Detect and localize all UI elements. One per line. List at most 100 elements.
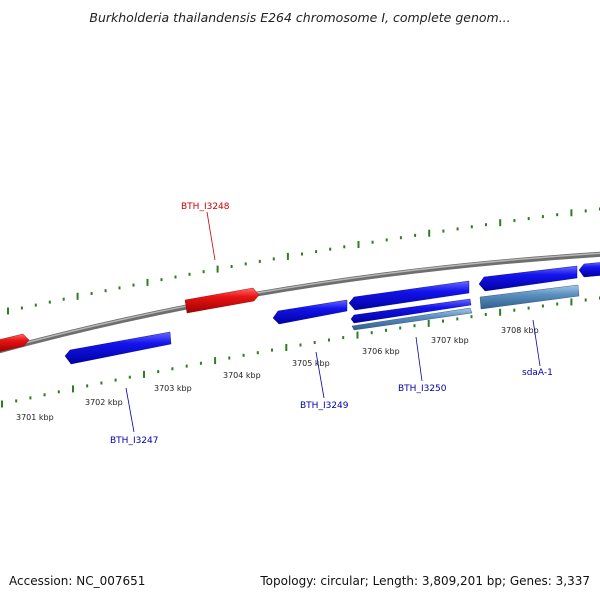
lower-minor-tick bbox=[57, 390, 60, 394]
lower-minor-tick bbox=[114, 378, 117, 382]
upper-minor-tick bbox=[48, 300, 51, 304]
upper-major-tick bbox=[216, 265, 219, 273]
lower-minor-tick bbox=[29, 396, 32, 400]
gene-label-bth-i3247[interactable]: BTH_I3247 bbox=[110, 436, 159, 446]
upper-minor-tick bbox=[584, 209, 587, 213]
gene-label-sdaa-1[interactable]: sdaA-1 bbox=[522, 368, 553, 378]
lower-minor-tick bbox=[100, 381, 103, 385]
upper-minor-tick bbox=[118, 286, 121, 290]
lower-minor-tick bbox=[385, 328, 387, 332]
upper-minor-tick bbox=[414, 233, 417, 237]
lower-minor-tick bbox=[541, 304, 544, 308]
gene-arrow-bth-i3248[interactable] bbox=[184, 287, 260, 314]
upper-minor-tick bbox=[385, 238, 388, 242]
lower-minor-tick bbox=[399, 326, 402, 330]
leader-bth-i3247 bbox=[125, 387, 135, 433]
upper-minor-tick bbox=[485, 223, 487, 227]
gene-label-bth-i3249[interactable]: BTH_I3249 bbox=[300, 401, 349, 411]
lower-minor-tick bbox=[470, 315, 473, 319]
reverse-genes bbox=[64, 262, 600, 365]
upper-minor-tick bbox=[470, 225, 473, 229]
gene-arrow-bth-i3247[interactable] bbox=[64, 331, 172, 365]
gene-label-bth-i3250[interactable]: BTH_I3250 bbox=[398, 384, 447, 394]
lower-minor-tick bbox=[15, 399, 18, 403]
upper-major-tick bbox=[499, 219, 502, 227]
upper-minor-tick bbox=[34, 303, 37, 307]
backbone-track bbox=[0, 251, 600, 354]
gene-arrow-pseudo-3706[interactable] bbox=[351, 307, 473, 331]
gene-arrow-sdaa-1[interactable] bbox=[479, 284, 580, 310]
upper-minor-tick bbox=[202, 270, 205, 274]
gene-labels: BTH_I3248 BTH_I3247 BTH_I3249 BTH_I3250 … bbox=[110, 202, 553, 446]
tick-label-3703: 3703 kbp bbox=[154, 384, 192, 393]
gene-arrow-forward-partial[interactable] bbox=[0, 333, 30, 352]
upper-minor-tick bbox=[230, 265, 233, 268]
scale-labels: 3701 kbp 3702 kbp 3703 kbp 3704 kbp 3705… bbox=[16, 326, 539, 422]
upper-minor-tick bbox=[541, 215, 544, 219]
forward-genes bbox=[0, 287, 260, 352]
lower-tick-track bbox=[1, 296, 600, 408]
map-title: Burkholderia thailandensis E264 chromoso… bbox=[89, 10, 511, 25]
lower-minor-tick bbox=[86, 384, 89, 388]
tick-label-3706: 3706 kbp bbox=[362, 347, 400, 356]
label-leaders bbox=[125, 211, 541, 433]
upper-minor-tick bbox=[456, 227, 459, 231]
upper-major-tick bbox=[428, 229, 431, 237]
upper-minor-tick bbox=[258, 259, 261, 263]
gene-arrow-upper-3706[interactable] bbox=[348, 280, 470, 311]
upper-minor-tick bbox=[399, 236, 402, 240]
lower-minor-tick bbox=[299, 343, 302, 347]
leader-bth-i3250 bbox=[415, 336, 423, 382]
upper-minor-tick bbox=[315, 250, 318, 254]
upper-minor-tick bbox=[132, 283, 135, 287]
upper-minor-tick bbox=[371, 240, 374, 244]
upper-minor-tick bbox=[244, 262, 247, 266]
upper-major-tick bbox=[357, 241, 360, 248]
upper-major-tick bbox=[286, 252, 289, 260]
upper-major-tick bbox=[76, 292, 79, 300]
genome-summary-text: Topology: circular; Length: 3,809,201 bp… bbox=[260, 574, 590, 588]
lower-minor-tick bbox=[370, 331, 373, 335]
upper-minor-tick bbox=[556, 213, 559, 217]
accession-text: Accession: NC_007651 bbox=[9, 574, 146, 588]
lower-major-tick bbox=[72, 385, 74, 393]
upper-minor-tick bbox=[343, 245, 346, 249]
gene-label-bth-i3248[interactable]: BTH_I3248 bbox=[181, 202, 230, 212]
upper-minor-tick bbox=[442, 229, 445, 233]
upper-minor-tick bbox=[527, 217, 530, 221]
gene-arrow-bth-i3250[interactable] bbox=[350, 298, 472, 324]
upper-tick-track bbox=[7, 207, 600, 315]
gene-arrow-upper-3708[interactable] bbox=[478, 265, 578, 292]
lower-minor-tick bbox=[43, 393, 46, 397]
lower-major-tick bbox=[214, 357, 217, 365]
lower-minor-tick bbox=[556, 302, 559, 306]
lower-minor-tick bbox=[157, 370, 160, 374]
leader-sdaa-1 bbox=[532, 319, 541, 367]
upper-minor-tick bbox=[513, 219, 516, 223]
lower-major-tick bbox=[285, 344, 288, 351]
tick-label-3705: 3705 kbp bbox=[292, 359, 330, 368]
tick-label-3708: 3708 kbp bbox=[501, 326, 539, 335]
lower-minor-tick bbox=[271, 348, 273, 352]
lower-minor-tick bbox=[228, 356, 231, 360]
upper-minor-tick bbox=[160, 278, 163, 282]
leader-bth-i3248 bbox=[206, 211, 216, 261]
gene-arrow-bth-i3249[interactable] bbox=[272, 299, 348, 325]
lower-minor-tick bbox=[584, 298, 587, 302]
upper-minor-tick bbox=[188, 272, 191, 276]
tick-label-3707: 3707 kbp bbox=[431, 336, 469, 345]
lower-major-tick bbox=[427, 319, 430, 327]
lower-minor-tick bbox=[185, 364, 188, 368]
tick-label-3704: 3704 kbp bbox=[223, 371, 261, 380]
lower-minor-tick bbox=[484, 313, 487, 316]
tick-label-3702: 3702 kbp bbox=[85, 398, 123, 407]
lower-minor-tick bbox=[527, 306, 530, 310]
upper-minor-tick bbox=[20, 306, 23, 310]
gene-arrow-right-edge[interactable] bbox=[578, 262, 600, 278]
lower-minor-tick bbox=[513, 308, 516, 312]
lower-minor-tick bbox=[128, 375, 131, 379]
lower-minor-tick bbox=[328, 338, 330, 342]
upper-major-tick bbox=[146, 278, 149, 286]
upper-minor-tick bbox=[62, 297, 65, 301]
